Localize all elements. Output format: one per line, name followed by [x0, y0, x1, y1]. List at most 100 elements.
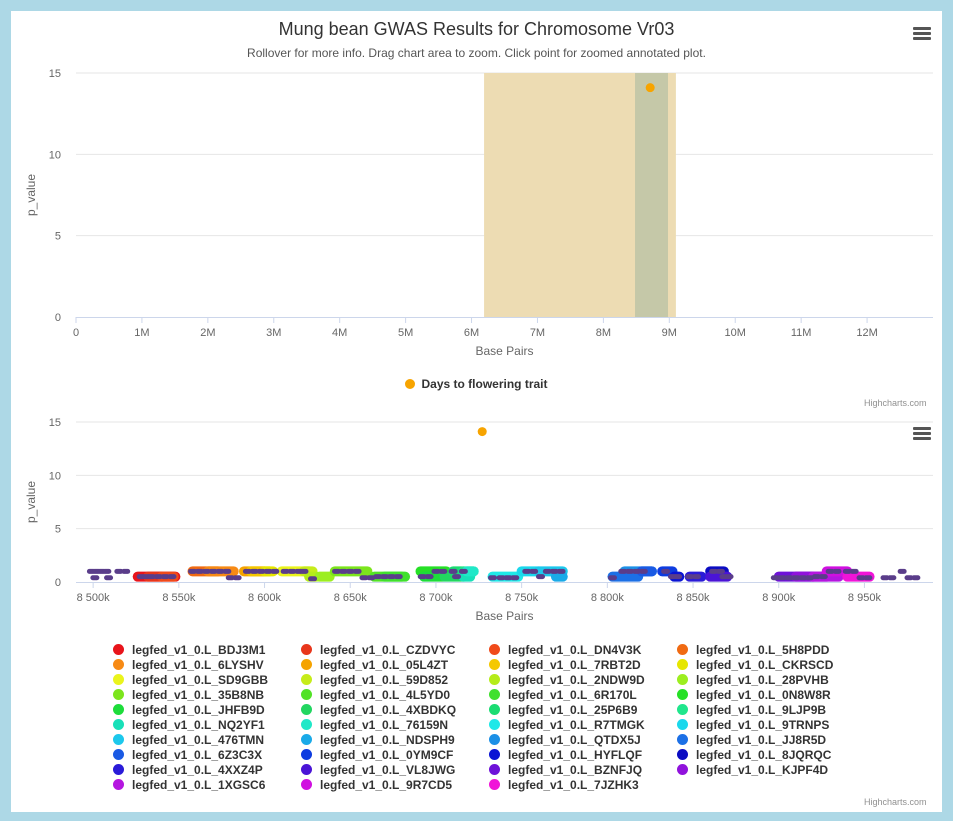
- snp-marker[interactable]: [438, 568, 448, 574]
- snp-marker[interactable]: [791, 575, 801, 581]
- legend-item[interactable]: legfed_v1_0.L_5H8PDD: [677, 642, 865, 657]
- snp-marker[interactable]: [345, 568, 355, 574]
- snp-marker[interactable]: [146, 574, 156, 580]
- snp-marker[interactable]: [529, 568, 539, 574]
- snp-marker[interactable]: [352, 568, 362, 574]
- snp-marker[interactable]: [208, 568, 218, 574]
- snp-marker[interactable]: [232, 575, 242, 581]
- bottom-chart-plot[interactable]: 0 5 10 15 8 500k 8 550k 8 600k 8 650k 8 700k 8 75…: [11, 406, 942, 636]
- data-point[interactable]: [477, 427, 487, 437]
- snp-marker[interactable]: [887, 575, 897, 581]
- snp-marker[interactable]: [386, 574, 396, 580]
- legend-item[interactable]: legfed_v1_0.L_NQ2YF1: [113, 717, 301, 732]
- legend-item[interactable]: legfed_v1_0.L_7JZHK3: [489, 777, 677, 792]
- snp-marker[interactable]: [709, 568, 719, 574]
- snp-marker[interactable]: [188, 568, 198, 574]
- snp-marker[interactable]: [249, 568, 259, 574]
- legend-item[interactable]: legfed_v1_0.L_BDJ3M1: [113, 642, 301, 657]
- snp-marker[interactable]: [673, 574, 683, 580]
- legend-item[interactable]: legfed_v1_0.L_9R7CD5: [301, 777, 489, 792]
- snp-marker[interactable]: [625, 568, 635, 574]
- snp-marker[interactable]: [825, 568, 835, 574]
- snp-marker[interactable]: [160, 574, 170, 580]
- legend-item[interactable]: legfed_v1_0.L_35B8NB: [113, 687, 301, 702]
- legend-item[interactable]: legfed_v1_0.L_25P6B9: [489, 702, 677, 717]
- legend-item[interactable]: legfed_v1_0.L_6LYSHV: [113, 657, 301, 672]
- snp-marker[interactable]: [510, 575, 520, 581]
- snp-marker[interactable]: [104, 575, 114, 581]
- snp-marker[interactable]: [880, 575, 890, 581]
- snp-marker[interactable]: [458, 568, 468, 574]
- snp-marker[interactable]: [431, 568, 441, 574]
- legend-item[interactable]: legfed_v1_0.L_KJPF4D: [677, 762, 865, 777]
- snp-marker[interactable]: [832, 568, 842, 574]
- snp-marker[interactable]: [393, 574, 403, 580]
- snp-marker[interactable]: [452, 574, 462, 580]
- snp-marker[interactable]: [222, 568, 232, 574]
- snp-marker[interactable]: [784, 575, 794, 581]
- legend-item[interactable]: legfed_v1_0.L_476TMN: [113, 732, 301, 747]
- snp-marker[interactable]: [842, 568, 852, 574]
- legend-item[interactable]: legfed_v1_0.L_6R170L: [489, 687, 677, 702]
- legend-item[interactable]: legfed_v1_0.L_2NDW9D: [489, 672, 677, 687]
- snp-marker[interactable]: [798, 575, 808, 581]
- snp-marker[interactable]: [904, 575, 914, 581]
- legend-item[interactable]: legfed_v1_0.L_1XGSC6: [113, 777, 301, 792]
- legend-item[interactable]: legfed_v1_0.L_DN4V3K: [489, 642, 677, 657]
- legend-item[interactable]: legfed_v1_0.L_CZDVYC: [301, 642, 489, 657]
- legend-item[interactable]: legfed_v1_0.L_HYFLQF: [489, 747, 677, 762]
- snp-marker[interactable]: [818, 574, 828, 580]
- legend-item[interactable]: legfed_v1_0.L_0YM9CF: [301, 747, 489, 762]
- snp-marker[interactable]: [201, 568, 211, 574]
- snp-marker[interactable]: [805, 575, 815, 581]
- snp-marker[interactable]: [638, 568, 648, 574]
- snp-marker[interactable]: [359, 575, 369, 581]
- legend-item[interactable]: legfed_v1_0.L_76159N: [301, 717, 489, 732]
- legend-item[interactable]: legfed_v1_0.L_R7TMGK: [489, 717, 677, 732]
- snp-marker[interactable]: [299, 568, 309, 574]
- top-legend-item[interactable]: Days to flowering trait: [11, 377, 942, 391]
- legend-item[interactable]: legfed_v1_0.L_JHFB9D: [113, 702, 301, 717]
- snp-marker[interactable]: [488, 575, 498, 581]
- legend-item[interactable]: legfed_v1_0.L_4XBDKQ: [301, 702, 489, 717]
- credits-link[interactable]: Highcharts.com: [864, 398, 927, 408]
- snp-marker[interactable]: [417, 574, 427, 580]
- snp-marker[interactable]: [194, 568, 204, 574]
- snp-marker[interactable]: [280, 568, 290, 574]
- snp-marker[interactable]: [380, 574, 390, 580]
- legend-item[interactable]: legfed_v1_0.L_NDSPH9: [301, 732, 489, 747]
- legend-item[interactable]: legfed_v1_0.L_05L4ZT: [301, 657, 489, 672]
- snp-marker[interactable]: [849, 568, 859, 574]
- legend-item[interactable]: legfed_v1_0.L_8JQRQC: [677, 747, 865, 762]
- legend-item[interactable]: legfed_v1_0.L_BZNFJQ: [489, 762, 677, 777]
- snp-marker[interactable]: [121, 568, 131, 574]
- snp-marker[interactable]: [618, 568, 628, 574]
- snp-marker[interactable]: [661, 568, 671, 574]
- snp-marker[interactable]: [153, 574, 163, 580]
- legend-item[interactable]: legfed_v1_0.L_7RBT2D: [489, 657, 677, 672]
- legend-item[interactable]: legfed_v1_0.L_28PVHB: [677, 672, 865, 687]
- snp-marker[interactable]: [167, 574, 177, 580]
- snp-marker[interactable]: [715, 568, 725, 574]
- snp-marker[interactable]: [90, 575, 100, 581]
- legend-item[interactable]: legfed_v1_0.L_4XXZ4P: [113, 762, 301, 777]
- hamburger-menu-icon[interactable]: [913, 427, 931, 441]
- snp-marker[interactable]: [911, 575, 921, 581]
- legend-item[interactable]: legfed_v1_0.L_QTDX5J: [489, 732, 677, 747]
- legend-item[interactable]: legfed_v1_0.L_59D852: [301, 672, 489, 687]
- snp-marker[interactable]: [631, 568, 641, 574]
- snp-marker[interactable]: [503, 575, 513, 581]
- snp-marker[interactable]: [556, 568, 566, 574]
- legend-item[interactable]: legfed_v1_0.L_SD9GBB: [113, 672, 301, 687]
- snp-marker[interactable]: [114, 568, 124, 574]
- snp-marker[interactable]: [549, 568, 559, 574]
- snp-marker[interactable]: [777, 575, 787, 581]
- snp-marker[interactable]: [811, 574, 821, 580]
- snp-marker[interactable]: [332, 568, 342, 574]
- top-chart-plot[interactable]: 0 5 10 15 0 1M 2M 3M 4M 5M 6M 7M 8M 9M 10M 11M 12M Base P…: [11, 11, 942, 376]
- legend-item[interactable]: legfed_v1_0.L_JJ8R5D: [677, 732, 865, 747]
- snp-marker[interactable]: [724, 574, 734, 580]
- legend-item[interactable]: legfed_v1_0.L_4L5YD0: [301, 687, 489, 702]
- snp-marker[interactable]: [897, 568, 907, 574]
- snp-marker[interactable]: [338, 568, 348, 574]
